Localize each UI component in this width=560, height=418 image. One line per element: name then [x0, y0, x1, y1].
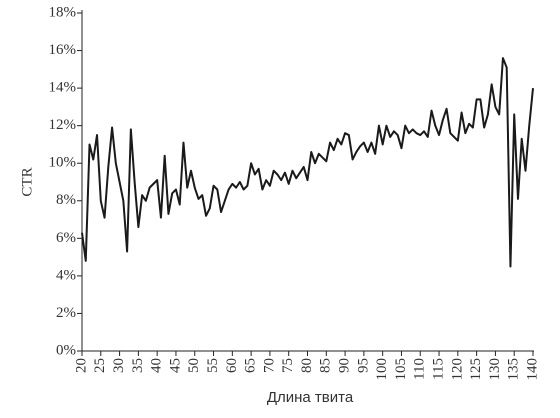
x-tick-label: 70 [261, 358, 277, 373]
x-tick-label: 125 [468, 358, 484, 381]
x-tick-label: 35 [130, 358, 146, 373]
y-tick-label: 6% [56, 230, 76, 246]
y-tick-label: 8% [56, 192, 76, 208]
y-tick-label: 16% [49, 42, 77, 58]
x-tick-label: 65 [243, 358, 259, 373]
x-tick-label: 95 [355, 358, 371, 373]
x-tick-label: 130 [487, 358, 503, 381]
y-tick-label: 14% [49, 80, 77, 96]
x-tick-label: 45 [167, 358, 183, 373]
x-tick-label: 80 [299, 358, 315, 373]
x-tick-label: 20 [73, 358, 89, 373]
x-tick-label: 50 [186, 358, 202, 373]
x-tick-label: 85 [318, 358, 334, 373]
x-tick-label: 135 [506, 358, 522, 381]
y-tick-label: 12% [49, 117, 77, 133]
x-tick-label: 25 [92, 358, 108, 373]
x-tick-label: 90 [337, 358, 353, 373]
x-tick-label: 40 [149, 358, 165, 373]
x-tick-label: 120 [449, 358, 465, 381]
y-tick-label: 4% [56, 267, 76, 283]
x-tick-label: 55 [205, 358, 221, 373]
y-tick-label: 10% [49, 155, 77, 171]
x-tick-label: 75 [280, 358, 296, 373]
x-axis-label: Длина твита [267, 389, 354, 406]
x-tick-label: 105 [393, 358, 409, 381]
x-tick-label: 60 [224, 358, 240, 373]
x-tick-label: 30 [111, 358, 127, 373]
x-tick-label: 140 [524, 358, 540, 381]
x-tick-label: 115 [430, 358, 446, 380]
y-tick-label: 0% [56, 342, 76, 358]
x-tick-label: 100 [374, 358, 390, 381]
x-tick-label: 110 [412, 358, 428, 380]
y-tick-label: 18% [49, 4, 77, 20]
y-tick-label: 2% [56, 305, 76, 321]
y-axis-label: CTR [19, 167, 35, 196]
line-series [81, 57, 534, 268]
